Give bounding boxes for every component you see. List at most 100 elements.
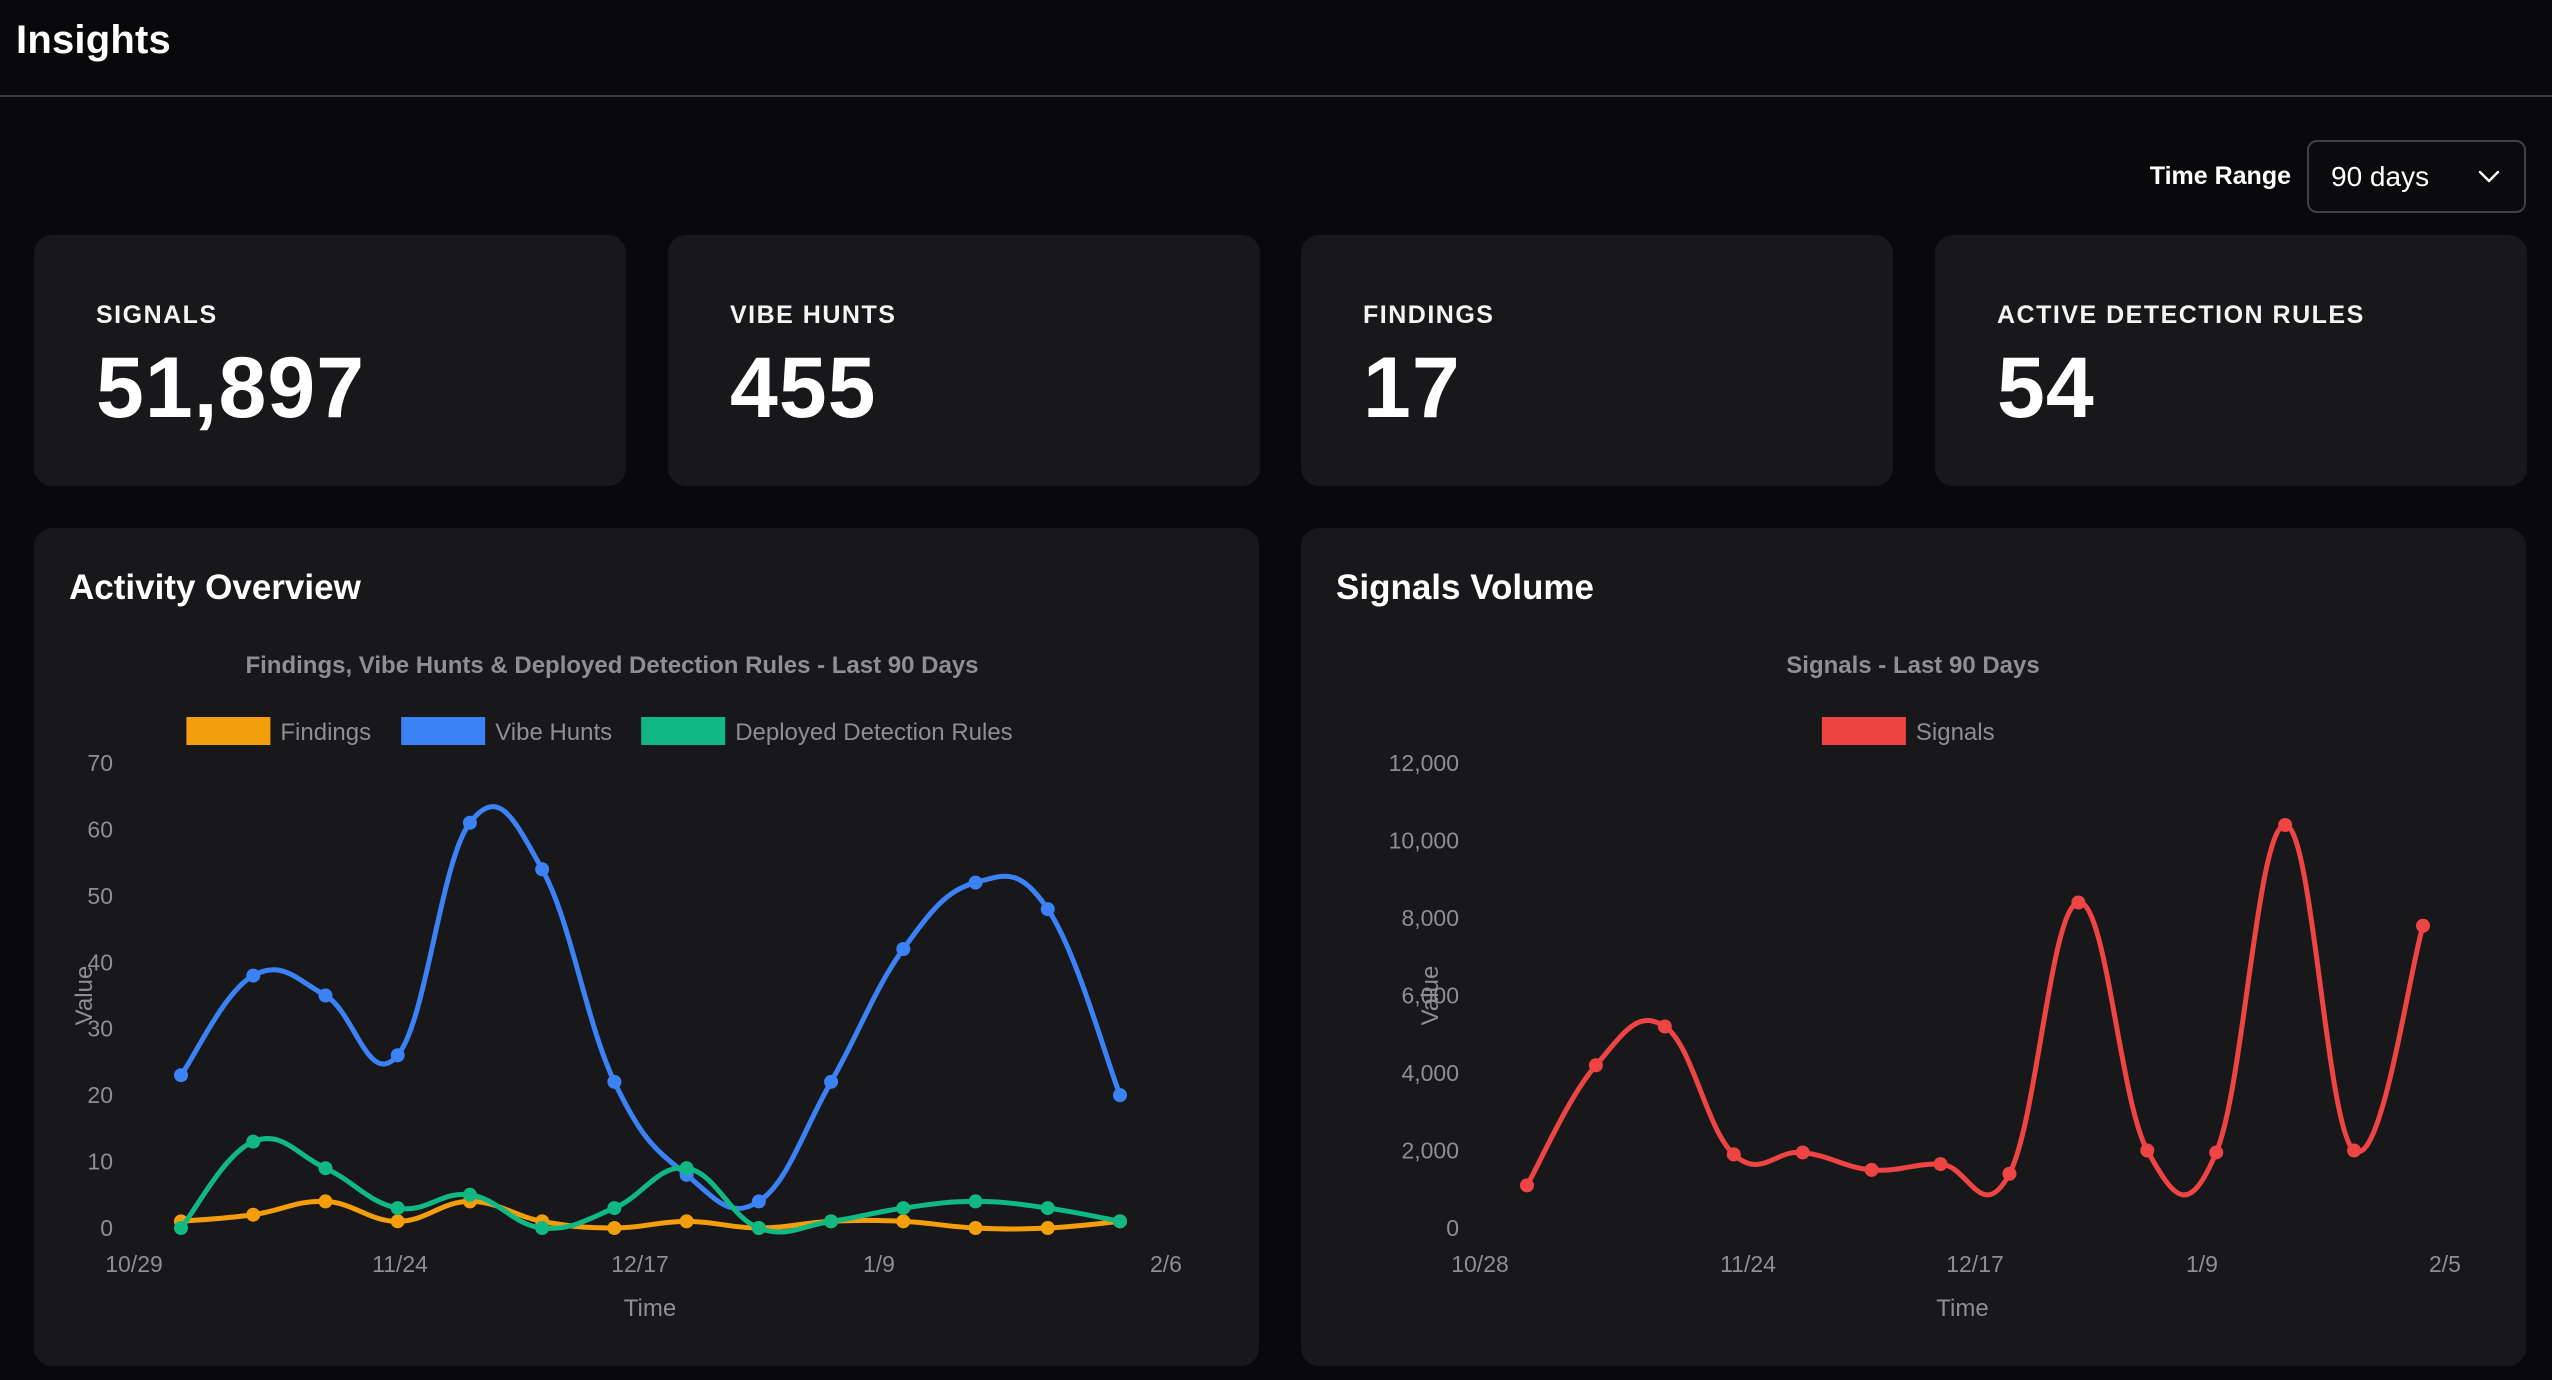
data-point [824, 1074, 839, 1089]
stat-value: 455 [730, 340, 877, 436]
x-tick-label: 1/9 [2186, 1251, 2218, 1277]
data-point [390, 1214, 405, 1229]
legend-swatch [641, 717, 726, 745]
data-point [2209, 1145, 2224, 1160]
data-point [751, 1221, 766, 1235]
data-point [1113, 1088, 1127, 1103]
time-range-value: 90 days [2331, 160, 2430, 192]
y-tick-label: 40 [87, 949, 113, 975]
data-point [174, 1068, 188, 1083]
x-tick-label: 2/5 [2429, 1251, 2461, 1277]
data-point [896, 1201, 911, 1216]
series-line [178, 1136, 1123, 1235]
data-point [318, 1161, 333, 1176]
data-point [1933, 1157, 1948, 1172]
findings-stat-card: FINDINGS 17 [1301, 235, 1893, 486]
stat-label: ACTIVE DETECTION RULES [1997, 301, 2365, 329]
data-point [2071, 895, 2086, 910]
x-tick-label: 2/6 [1150, 1251, 1182, 1277]
y-tick-label: 30 [87, 1016, 113, 1042]
data-point [246, 968, 261, 983]
chart-title: Signals - Last 90 Days [1786, 652, 2039, 679]
series-line [178, 804, 1123, 1211]
data-point [679, 1214, 694, 1229]
data-point [1795, 1145, 1810, 1160]
chevron-down-icon [2478, 170, 2500, 182]
data-point [246, 1134, 261, 1149]
data-point [174, 1221, 188, 1235]
y-tick-label: 8,000 [1401, 905, 1459, 931]
x-tick-label: 12/17 [611, 1251, 669, 1277]
time-range-label: Time Range [2149, 162, 2291, 190]
data-point [1040, 902, 1055, 917]
data-point [535, 1221, 550, 1235]
active-detection-rules-stat-card: ACTIVE DETECTION RULES 54 [1935, 235, 2527, 486]
panel-title: Activity Overview [69, 568, 361, 607]
time-range-control: Time Range 90 days [2150, 140, 2526, 213]
data-point [1864, 1162, 1879, 1177]
data-point [607, 1201, 622, 1216]
data-point [2278, 818, 2293, 832]
data-point [462, 815, 477, 830]
x-tick-label: 11/24 [372, 1251, 428, 1277]
legend-swatch [401, 717, 486, 745]
data-point [1657, 1019, 1672, 1034]
data-point [390, 1048, 405, 1063]
y-tick-label: 0 [1446, 1215, 1459, 1241]
x-tick-label: 12/17 [1946, 1251, 2004, 1277]
legend-swatch [186, 717, 271, 745]
x-axis-title: Time [1936, 1295, 1988, 1322]
stat-value: 17 [1363, 340, 1461, 436]
data-point [896, 1214, 911, 1229]
data-point [896, 942, 911, 956]
page-title: Insights [16, 18, 171, 62]
data-point [535, 862, 550, 877]
signals-volume-chart: Signals - Last 90 Days Signals 0 2,000 4,000… [1389, 652, 2461, 1322]
vibe-hunts-stat-card: VIBE HUNTS 455 [668, 235, 1260, 486]
legend-label: Signals [1916, 719, 1995, 746]
data-point [1520, 1178, 1534, 1193]
activity-overview-chart: Findings, Vibe Hunts & Deployed Detectio… [71, 652, 1182, 1322]
y-tick-label: 6,000 [1401, 983, 1459, 1009]
data-point [318, 1194, 333, 1209]
data-point [607, 1221, 622, 1235]
data-point [1588, 1058, 1603, 1073]
x-tick-label: 1/9 [863, 1251, 895, 1277]
data-point [968, 875, 983, 890]
y-tick-label: 12,000 [1389, 750, 1459, 776]
y-axis-title: Value [1417, 966, 1444, 1026]
signals-volume-panel: Signals Volume Signals - Last 90 Days Sig… [1301, 528, 2526, 1366]
time-range-select[interactable]: 90 days [2307, 140, 2526, 213]
y-tick-label: 0 [100, 1215, 113, 1241]
x-tick-label: 11/24 [1720, 1251, 1776, 1277]
y-tick-label: 60 [87, 816, 113, 842]
y-tick-label: 4,000 [1401, 1060, 1459, 1086]
data-point [2002, 1166, 2017, 1181]
data-point [462, 1187, 477, 1202]
y-axis-title: Value [71, 966, 98, 1026]
data-point [1113, 1214, 1127, 1229]
data-point [1726, 1147, 1741, 1162]
y-tick-label: 50 [87, 883, 113, 909]
data-point [2347, 1143, 2362, 1158]
y-tick-label: 10,000 [1389, 828, 1459, 854]
data-point [246, 1207, 261, 1222]
y-tick-label: 70 [87, 750, 113, 776]
series-line [1524, 822, 2426, 1198]
x-axis-title: Time [624, 1295, 676, 1322]
data-point [968, 1221, 983, 1235]
x-tick-label: 10/29 [105, 1251, 163, 1277]
data-point [2416, 918, 2430, 933]
stat-value: 54 [1997, 340, 2095, 436]
data-point [679, 1161, 694, 1176]
x-tick-label: 10/28 [1451, 1251, 1509, 1277]
stat-label: SIGNALS [96, 301, 218, 329]
data-point [318, 988, 333, 1003]
data-point [824, 1214, 839, 1229]
stat-label: FINDINGS [1363, 301, 1495, 329]
legend-label: Findings [280, 719, 371, 746]
data-point [2140, 1143, 2155, 1158]
data-point [1040, 1221, 1055, 1235]
signals-stat-card: SIGNALS 51,897 [34, 235, 626, 486]
y-tick-label: 20 [87, 1082, 113, 1108]
